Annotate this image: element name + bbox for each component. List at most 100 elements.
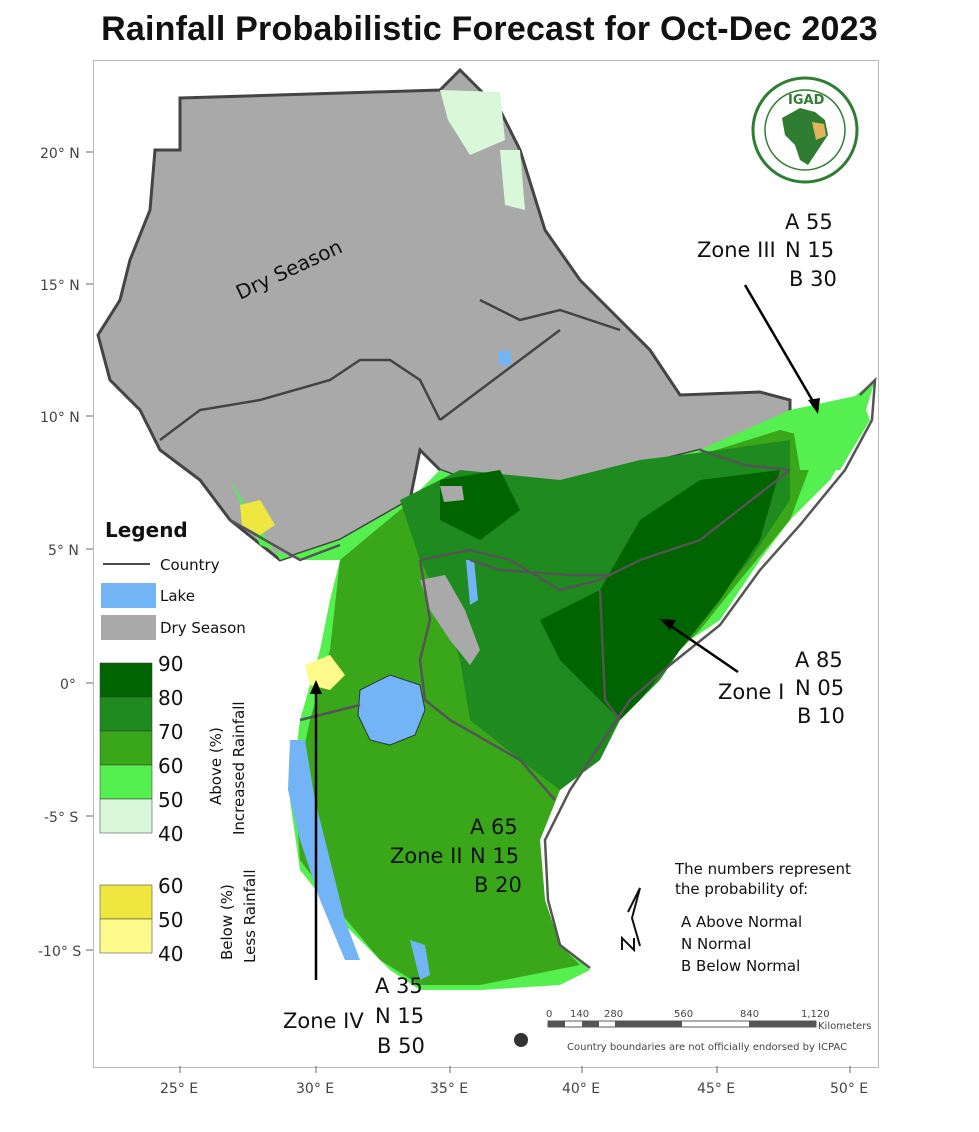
legend: Legend Country Lake Dry Season 90 80 70 …: [99, 518, 259, 966]
zone4-n: N 15: [375, 1004, 424, 1028]
legend-below-label: Below (%): [218, 884, 236, 960]
below-50-region: [305, 655, 345, 690]
note-a: A Above Normal: [681, 913, 802, 931]
zone3-a: A 55: [785, 210, 833, 234]
note-line2: the probability of:: [675, 880, 808, 898]
legend-above-90: 90: [158, 652, 183, 676]
lat-label-5s: -5° S: [44, 810, 78, 826]
scale-tick-280: 280: [604, 1009, 623, 1020]
coastline: [543, 376, 877, 969]
scale-tick-0: 0: [546, 1009, 552, 1020]
lat-label-10n: 10° N: [40, 410, 80, 426]
legend-swatch-60: [99, 764, 153, 800]
legend-swatch-below-60: [99, 884, 153, 920]
legend-title: Legend: [105, 518, 188, 542]
light-green-patch: [500, 150, 525, 210]
lon-label-45e: 45° E: [697, 1081, 735, 1097]
lon-label-25e: 25° E: [160, 1081, 198, 1097]
legend-swatch-below-50: [99, 918, 153, 954]
zone2-a: A 65: [470, 815, 518, 839]
legend-above-sub: Increased Rainfall: [230, 701, 248, 835]
legend-dry-label: Dry Season: [160, 619, 246, 637]
logo-text: IGAD: [788, 93, 825, 108]
legend-above-label: Above (%): [207, 727, 225, 805]
lake-malawi: [410, 940, 430, 980]
scale-tick-140: 140: [570, 1009, 589, 1020]
lon-axis: 25° E 30° E 35° E 40° E 45° E 50° E: [160, 1066, 868, 1097]
legend-above-60: 60: [158, 754, 183, 778]
igad-region-icon: [812, 122, 826, 140]
country-border: [469, 448, 791, 577]
probability-note: The numbers represent the probability of…: [674, 860, 851, 975]
zone1-a: A 85: [795, 648, 843, 672]
zone1-annotation: A 85 Zone I N 05 B 10: [718, 648, 845, 728]
lake-tanganyika: [288, 740, 360, 960]
legend-lake-swatch: [101, 583, 156, 608]
note-line1: The numbers represent: [674, 860, 851, 878]
zone1-n: N 05: [795, 676, 844, 700]
legend-below-sub: Less Rainfall: [241, 870, 259, 964]
zone2-b: B 20: [474, 873, 522, 897]
lat-label-0: 0°: [60, 677, 76, 693]
lon-label-30e: 30° E: [296, 1081, 334, 1097]
legend-below-60: 60: [158, 874, 183, 898]
zone1-arrow: [664, 620, 739, 674]
scale-tick-560: 560: [674, 1009, 693, 1020]
above-60-region: [790, 395, 870, 470]
zone3-n: N 15: [785, 238, 834, 262]
lat-label-15n: 15° N: [40, 278, 80, 294]
legend-below-50: 50: [158, 908, 183, 932]
scale-unit: Kilometers: [818, 1021, 872, 1032]
lat-label-5n: 5° N: [48, 543, 79, 559]
zone4-annotation: A 35 Zone IV N 15 B 50: [283, 974, 425, 1058]
disclaimer: Country boundaries are not officially en…: [567, 1042, 847, 1053]
legend-above-40: 40: [158, 822, 183, 846]
below-60-region: [240, 500, 275, 535]
country-border: [159, 298, 621, 441]
icpac-mark-icon: [514, 1033, 528, 1047]
africa-shape-icon: [782, 108, 828, 165]
legend-swatch-80: [99, 696, 153, 732]
legend-swatch-50: [99, 798, 153, 834]
note-n: N Normal: [681, 935, 751, 953]
zone2-name: Zone II: [390, 844, 463, 868]
zone4-b: B 50: [377, 1034, 425, 1058]
lat-label-20n: 20° N: [40, 146, 80, 162]
light-green-patch: [440, 90, 505, 155]
legend-above-50: 50: [158, 788, 183, 812]
lon-label-50e: 50° E: [830, 1081, 868, 1097]
legend-country-label: Country: [160, 556, 220, 574]
lake-tana: [498, 350, 512, 366]
zone1-name: Zone I: [718, 680, 784, 704]
zone3-b: B 30: [789, 267, 837, 291]
zone4-a: A 35: [375, 974, 423, 998]
legend-swatch-90: [99, 662, 153, 698]
dry-season-patch: [420, 575, 480, 665]
north-arrow-icon: [621, 887, 641, 953]
legend-swatch-70: [99, 730, 153, 766]
zone3-annotation: A 55 Zone III N 15 B 30: [697, 210, 837, 291]
legend-dry-swatch: [101, 615, 156, 640]
legend-below-40: 40: [158, 942, 183, 966]
zone1-b: B 10: [797, 704, 845, 728]
legend-lake-label: Lake: [160, 587, 195, 605]
lat-label-10s: -10° S: [38, 944, 81, 960]
legend-above-80: 80: [158, 686, 183, 710]
scale-tick-840: 840: [740, 1009, 759, 1020]
zone3-arrow: [743, 284, 820, 411]
lon-label-35e: 35° E: [430, 1081, 468, 1097]
igad-logo: IGAD: [751, 76, 859, 184]
country-border: [229, 469, 791, 801]
lake-turkana: [466, 560, 478, 605]
map-title: Rainfall Probabilistic Forecast for Oct-…: [101, 10, 878, 48]
lon-label-40e: 40° E: [562, 1081, 600, 1097]
lat-axis: 20° N 15° N 10° N 5° N 0° -5° S -10° S: [38, 146, 93, 960]
above-90-region: [540, 470, 780, 720]
zone-arrows: [314, 284, 820, 980]
zone2-n: N 15: [470, 844, 519, 868]
lake-victoria: [357, 674, 426, 746]
scale-tick-1120: 1,120: [801, 1009, 830, 1020]
zone4-name: Zone IV: [283, 1009, 364, 1033]
zone3-name: Zone III: [697, 238, 776, 262]
